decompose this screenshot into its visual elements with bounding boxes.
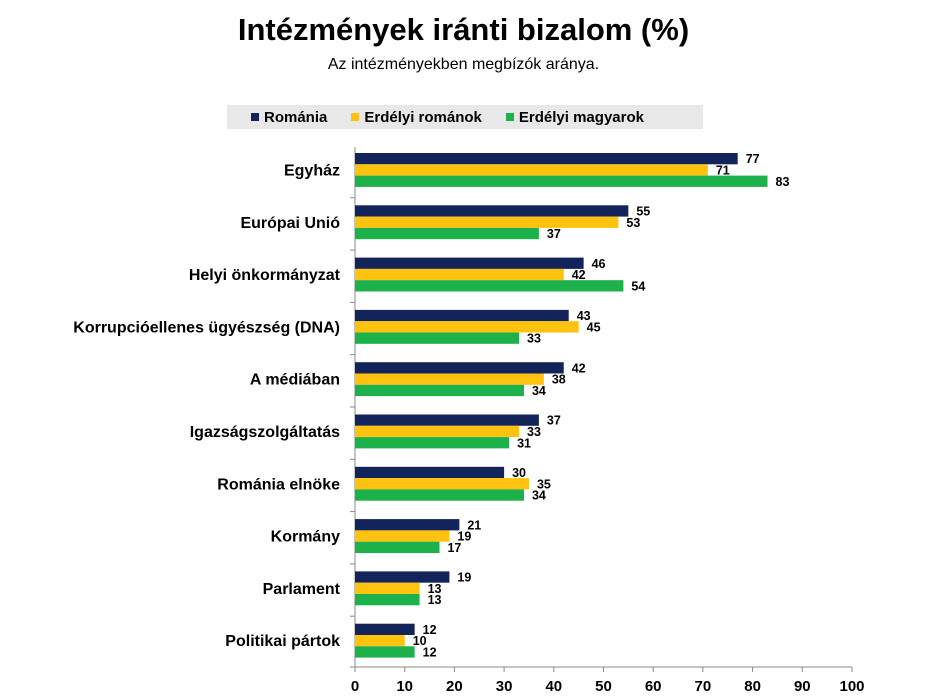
category-label-parlament: Parlament xyxy=(263,581,341,598)
data-label-romania-romania-elnoke: 30 xyxy=(512,466,526,480)
bar-erdelyi-magyarok-kormany xyxy=(355,541,440,553)
bar-erdelyi-romanok-egyhaz xyxy=(355,164,708,176)
data-label-romania-europai-unio: 55 xyxy=(636,204,650,218)
category-label-korrupcioellenes-ugyeszseg-dna: Korrupcióellenes ügyészség (DNA) xyxy=(73,319,340,336)
bar-romania-helyi-onkormanyzat xyxy=(355,257,584,269)
bar-erdelyi-romanok-helyi-onkormanyzat xyxy=(355,268,564,281)
data-label-erdelyi-magyarok-egyhaz: 83 xyxy=(776,175,790,189)
data-label-erdelyi-romanok-helyi-onkormanyzat: 42 xyxy=(572,268,586,282)
data-label-erdelyi-magyarok-igazsagszolgaltatas: 31 xyxy=(517,436,531,450)
category-label-romania-elnoke: Románia elnöke xyxy=(217,476,340,493)
chart-title: Intézmények iránti bizalom (%) xyxy=(237,12,690,47)
data-label-romania-egyhaz: 77 xyxy=(746,152,760,166)
x-tick-label: 60 xyxy=(645,678,662,695)
legend-item-erdelyi-romanok: Erdélyi románok xyxy=(351,109,482,126)
bar-romania-parlament xyxy=(355,571,450,583)
data-label-erdelyi-romanok-europai-unio: 53 xyxy=(626,216,640,230)
data-label-romania-helyi-onkormanyzat: 46 xyxy=(592,257,606,271)
data-label-erdelyi-magyarok-korrupcioellenes-ugyeszseg-dna: 33 xyxy=(527,332,541,346)
bar-erdelyi-romanok-kormany xyxy=(355,530,450,542)
x-tick-label: 20 xyxy=(446,678,463,695)
x-tick-label: 90 xyxy=(794,678,811,695)
data-label-erdelyi-magyarok-kormany: 17 xyxy=(447,541,461,555)
data-label-erdelyi-romanok-korrupcioellenes-ugyeszseg-dna: 45 xyxy=(587,320,601,334)
bar-erdelyi-romanok-parlament xyxy=(355,582,420,594)
data-label-erdelyi-romanok-romania-elnoke: 35 xyxy=(537,477,551,491)
category-label-igazsagszolgaltatas: Igazságszolgáltatás xyxy=(190,424,340,441)
legend-item-erdelyi-magyarok: Erdélyi magyarok xyxy=(505,108,644,126)
category-label-helyi-onkormanyzat: Helyi önkormányzat xyxy=(189,267,341,284)
bar-romania-romania-elnoke xyxy=(355,466,505,479)
legend-label-erdelyi-magyarok: Erdélyi magyarok xyxy=(518,108,644,126)
bar-romania-igazsagszolgaltatas xyxy=(355,414,539,426)
chart-subtitle: Az intézményekben megbízók aránya. xyxy=(327,56,600,73)
data-label-romania-a-mediaban: 42 xyxy=(572,361,586,375)
data-label-erdelyi-magyarok-politikai-partok: 12 xyxy=(423,645,437,659)
bar-romania-korrupcioellenes-ugyeszseg-dna xyxy=(355,309,569,322)
bar-erdelyi-magyarok-helyi-onkormanyzat xyxy=(355,280,624,292)
legend-swatch-erdelyi-magyarok xyxy=(505,113,514,121)
data-label-erdelyi-magyarok-helyi-onkormanyzat: 54 xyxy=(631,279,645,293)
category-label-a-mediaban: A médiában xyxy=(250,372,340,389)
chart-legend: Románia Erdélyi románok Erdélyi magyarok xyxy=(227,105,703,129)
data-label-erdelyi-romanok-igazsagszolgaltatas: 33 xyxy=(527,425,541,439)
data-label-erdelyi-magyarok-romania-elnoke: 34 xyxy=(532,489,546,503)
data-label-erdelyi-romanok-kormany: 19 xyxy=(457,530,471,544)
data-label-erdelyi-magyarok-a-mediaban: 34 xyxy=(532,384,546,398)
bar-erdelyi-romanok-a-mediaban xyxy=(355,373,544,385)
bar-erdelyi-magyarok-korrupcioellenes-ugyeszseg-dna xyxy=(355,332,520,344)
category-label-kormany: Kormány xyxy=(271,529,340,546)
bar-romania-politikai-partok xyxy=(355,623,415,635)
bar-romania-kormany xyxy=(355,519,460,531)
legend-swatch-romania xyxy=(251,113,259,121)
data-label-romania-korrupcioellenes-ugyeszseg-dna: 43 xyxy=(577,309,591,323)
x-tick-label: 50 xyxy=(595,678,612,695)
bar-erdelyi-magyarok-politikai-partok xyxy=(355,646,415,658)
bar-erdelyi-magyarok-romania-elnoke xyxy=(355,489,524,501)
bar-erdelyi-magyarok-igazsagszolgaltatas xyxy=(355,437,510,449)
bar-erdelyi-magyarok-europai-unio xyxy=(355,227,539,240)
x-tick-label: 80 xyxy=(744,678,761,695)
data-label-erdelyi-romanok-egyhaz: 71 xyxy=(716,163,730,177)
bar-erdelyi-romanok-politikai-partok xyxy=(355,635,405,647)
bar-erdelyi-romanok-korrupcioellenes-ugyeszseg-dna xyxy=(355,321,579,333)
data-label-romania-igazsagszolgaltatas: 37 xyxy=(547,414,561,428)
legend-item-romania: Románia xyxy=(251,109,327,126)
legend-label-romania: Románia xyxy=(264,108,328,126)
bar-erdelyi-magyarok-parlament xyxy=(355,594,420,606)
data-label-romania-parlament: 19 xyxy=(457,571,471,585)
legend-label-erdelyi-romanok: Erdélyi románok xyxy=(364,108,482,126)
bar-erdelyi-romanok-europai-unio xyxy=(355,216,619,228)
category-label-politikai-partok: Politikai pártok xyxy=(225,633,340,650)
data-label-erdelyi-romanok-a-mediaban: 38 xyxy=(552,373,566,387)
x-tick-label: 0 xyxy=(351,678,359,695)
x-tick-label: 10 xyxy=(396,678,413,695)
x-tick-label: 100 xyxy=(839,678,864,695)
bar-romania-a-mediaban xyxy=(355,362,564,374)
data-label-erdelyi-magyarok-parlament: 13 xyxy=(428,593,442,607)
data-label-erdelyi-romanok-parlament: 13 xyxy=(428,582,442,596)
data-label-erdelyi-magyarok-europai-unio: 37 xyxy=(547,227,561,241)
legend-swatch-erdelyi-romanok xyxy=(351,113,360,121)
bar-romania-egyhaz xyxy=(355,153,738,165)
bar-erdelyi-romanok-igazsagszolgaltatas xyxy=(355,425,520,438)
x-tick-label: 70 xyxy=(695,678,712,695)
bar-erdelyi-romanok-romania-elnoke xyxy=(355,478,529,490)
data-label-romania-kormany: 21 xyxy=(467,518,481,532)
bar-romania-europai-unio xyxy=(355,205,629,217)
x-tick-label: 40 xyxy=(545,678,562,695)
bar-erdelyi-magyarok-a-mediaban xyxy=(355,384,524,397)
data-label-romania-politikai-partok: 12 xyxy=(423,623,437,637)
data-label-erdelyi-romanok-politikai-partok: 10 xyxy=(413,634,427,648)
category-label-europai-unio: Európai Unió xyxy=(240,215,340,232)
bar-erdelyi-magyarok-egyhaz xyxy=(355,175,768,187)
category-label-egyhaz: Egyház xyxy=(284,162,340,179)
x-tick-label: 30 xyxy=(496,678,513,695)
